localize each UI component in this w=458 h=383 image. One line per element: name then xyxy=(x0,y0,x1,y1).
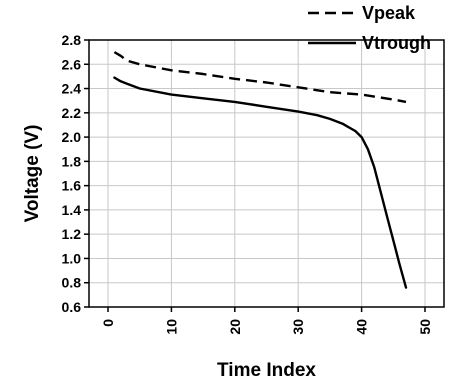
series-layer xyxy=(113,51,408,289)
y-tick-label: 0.8 xyxy=(62,275,82,291)
grid-lines xyxy=(89,39,444,308)
y-tick-label: 1.6 xyxy=(62,178,82,194)
y-tick-label: 1.4 xyxy=(62,202,82,218)
series-vtrough-line xyxy=(113,76,408,289)
y-tick-label: 2.8 xyxy=(62,32,82,48)
legend: Vpeak Vtrough xyxy=(308,3,431,53)
x-tick-label: 50 xyxy=(417,319,433,335)
y-tick-labels: 0.6 0.8 1.0 1.2 1.4 1.6 1.8 2.0 2.2 2.4 2.6 2.8 xyxy=(62,32,82,315)
y-tick-label: 2.4 xyxy=(62,81,82,97)
y-tick-label: 2.0 xyxy=(62,129,82,145)
x-tick-label: 10 xyxy=(163,319,179,335)
plot-frame xyxy=(88,39,445,308)
x-tick-label: 0 xyxy=(100,319,116,327)
legend-label-vtrough: Vtrough xyxy=(362,33,431,53)
x-tick-label: 20 xyxy=(227,319,243,335)
x-tick-label: 40 xyxy=(354,319,370,335)
x-tick-labels: 0 10 20 30 40 50 xyxy=(100,319,433,335)
y-axis-title: Voltage (V) xyxy=(22,125,43,223)
series-vpeak-line xyxy=(113,51,407,104)
x-axis-title: Time Index xyxy=(217,360,316,381)
y-tick-label: 2.6 xyxy=(62,56,82,72)
y-tick-label: 1.2 xyxy=(62,226,82,242)
y-tick-label: 0.6 xyxy=(62,299,82,315)
x-tick-label: 30 xyxy=(290,319,306,335)
y-tick-label: 1.8 xyxy=(62,153,82,169)
legend-label-vpeak: Vpeak xyxy=(362,3,416,23)
y-tick-label: 2.2 xyxy=(62,105,82,121)
y-tick-label: 1.0 xyxy=(62,250,82,266)
axis-ticks xyxy=(84,39,426,312)
